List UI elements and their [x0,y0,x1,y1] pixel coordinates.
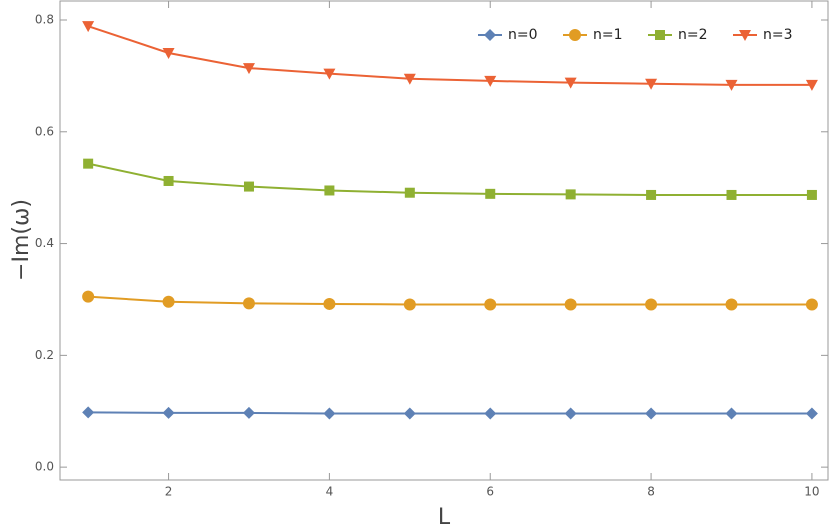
marker [163,175,174,186]
legend-text: n=1 [593,27,623,43]
marker [82,21,95,33]
marker [82,406,95,419]
marker [484,298,497,311]
marker [564,407,577,420]
legend-text: n=3 [763,27,793,43]
y-tick-label: 0.2 [35,348,54,362]
marker [162,47,175,59]
series-line [87,25,812,86]
x-tick-label: 10 [804,485,819,499]
marker [403,407,416,420]
y-tick-label: 0.4 [35,236,54,250]
marker [323,68,336,80]
y-axis-title: −Im(ω) [9,199,34,281]
marker [645,298,658,311]
legend-marker [655,30,665,40]
y-tick-label: 0.0 [35,460,54,474]
series-line [88,295,812,306]
marker [565,189,576,200]
legend-text: n=0 [508,27,538,43]
marker [403,298,416,311]
marker [162,406,175,419]
marker [645,407,658,420]
marker [324,185,335,196]
x-axis-title: L [438,505,451,530]
marker [242,297,255,310]
marker [242,63,255,75]
marker [83,158,94,169]
legend-marker [484,29,496,41]
plot-frame [59,0,829,481]
marker [484,407,497,420]
x-tick-label: 6 [486,485,494,499]
series-line [88,411,812,415]
x-tick-label: 4 [326,485,334,499]
marker [162,295,175,308]
marker [243,181,254,192]
marker [645,78,658,90]
marker [805,407,818,420]
marker [726,189,737,200]
marker [404,187,415,198]
marker [82,290,95,303]
marker [564,77,577,89]
marker [323,407,336,420]
marker [323,297,336,310]
marker [485,188,496,199]
x-tick-label: 2 [165,485,173,499]
series-line [87,162,812,196]
legend-marker [569,29,581,41]
marker [725,79,738,91]
marker [725,298,738,311]
marker [242,406,255,419]
marker [725,407,738,420]
x-tick-label: 8 [647,485,655,499]
y-tick-label: 0.6 [35,124,54,138]
legend-text: n=2 [678,27,708,43]
marker [646,189,657,200]
marker [564,298,577,311]
marker [805,298,818,311]
marker [484,75,497,87]
y-tick-label: 0.8 [35,13,54,27]
marker [806,189,817,200]
legend-marker [739,30,751,41]
marker [403,73,416,85]
marker [805,79,818,91]
